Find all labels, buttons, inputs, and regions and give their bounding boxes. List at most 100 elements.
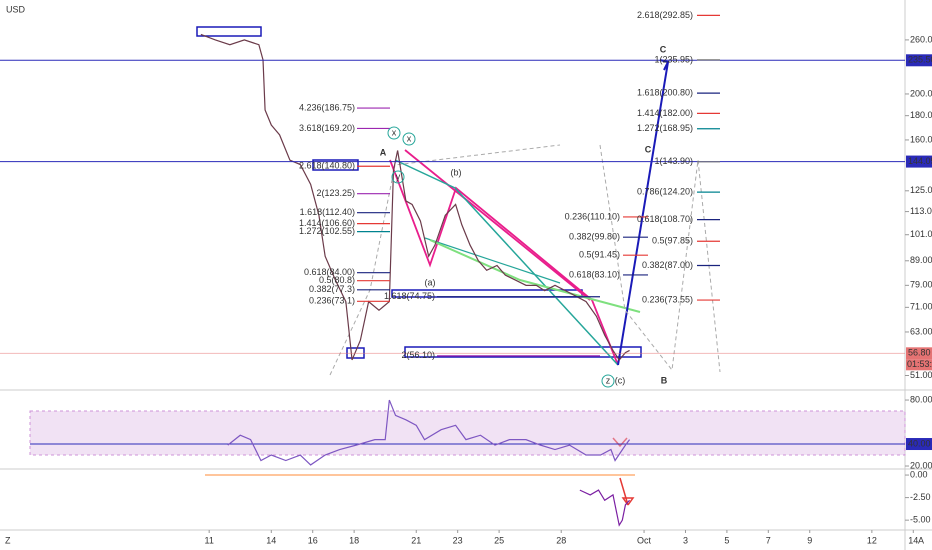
fib-label: 0.618(108.70) [637, 214, 693, 224]
guide [329, 144, 561, 376]
fib-label: 4.236(186.75) [299, 102, 355, 112]
fib-label: 3.618(169.20) [299, 123, 355, 133]
y-tick-label: 51.00 [910, 370, 932, 380]
price-badge-label: 144.05 [908, 156, 932, 166]
y-tick-label: 113.00 [910, 206, 932, 216]
currency-label: USD [6, 4, 26, 14]
box [196, 26, 262, 37]
wave-label: x [392, 127, 397, 137]
price-line [227, 399, 631, 466]
wave-circle [402, 132, 416, 146]
fib-label: 0.5(97.85) [652, 236, 693, 246]
price-badge [906, 54, 932, 67]
price-badge-label: 56.80 [908, 348, 931, 358]
countdown: 01:53:20 [907, 359, 932, 369]
trend-line [424, 237, 561, 284]
price-badge-label: 235.50 [908, 55, 932, 65]
fib-label: 1.618(112.40) [300, 207, 355, 217]
fib-label: 1.272(168.95) [637, 123, 693, 133]
fib-label: 2(123.25) [316, 188, 355, 198]
y-tick-label: 125.00 [910, 185, 932, 195]
x-tick-label: 21 [411, 535, 421, 545]
fib-label: 1(143.90) [654, 156, 693, 166]
fib-label: 0.236(73.55) [642, 294, 693, 304]
arrow [612, 437, 628, 448]
rsi-band [29, 410, 906, 456]
wave-label: x [407, 133, 412, 143]
price-line [579, 489, 631, 527]
x-tick-label: 7 [766, 535, 771, 545]
y-tick-label: 20.00 [910, 460, 932, 470]
wave-label: (b) [451, 167, 462, 177]
level-badge [906, 438, 932, 451]
fib-label: 2.618(140.80) [299, 161, 355, 171]
trend-line [429, 239, 641, 313]
y-tick-label: 89.00 [910, 255, 932, 265]
x-tick-label: 14 [266, 535, 276, 545]
fib-label: 0.5(80.8) [319, 275, 355, 285]
y-tick-label: 101.00 [910, 229, 932, 239]
x-tick-label: 12 [867, 535, 877, 545]
fib-label: 1.414(106.60) [299, 218, 355, 228]
y-tick-label: 79.00 [910, 280, 932, 290]
trend-line [394, 159, 619, 366]
y-tick-label: 80.00 [910, 394, 932, 404]
price-badge [906, 347, 932, 360]
price-badge [906, 155, 932, 168]
wave-label: (a) [425, 277, 436, 287]
x-tick-label: 9 [807, 535, 812, 545]
y-tick-label: 260.00 [910, 34, 932, 44]
fib-label: 2(56.10) [401, 350, 435, 360]
y-tick-label: 180.00 [910, 110, 932, 120]
fib-label: 0.382(87.00) [642, 260, 693, 270]
wave-circle [387, 126, 401, 140]
level-label: 40.00 [908, 438, 931, 448]
box [312, 159, 359, 171]
x-tick-label: 28 [556, 535, 566, 545]
drawings [196, 26, 721, 506]
x-tick-label: 5 [724, 535, 729, 545]
wave-circle [391, 170, 405, 184]
x-tick-label: 23 [453, 535, 463, 545]
wave-label: C [660, 44, 667, 54]
wave-label: y [396, 171, 401, 181]
wave-label: B [661, 375, 668, 385]
wave-label: (c) [615, 375, 626, 385]
fib-label: 0.618(83.10) [569, 269, 620, 279]
auto-icon: A [918, 535, 924, 545]
x-tick-label: 3 [683, 535, 688, 545]
fib-label: 0.5(91.45) [579, 250, 620, 260]
y-tick-label: -5.00 [910, 515, 931, 525]
y-tick-label: 63.00 [910, 326, 932, 336]
y-tick-label: 200.00 [910, 88, 932, 98]
x-tick-label: 16 [308, 535, 318, 545]
fib-label: 1.272(102.55) [299, 226, 355, 236]
x-tick-label: 14 [908, 535, 918, 545]
wave-label: C [645, 144, 652, 154]
y-tick-label: 160.00 [910, 134, 932, 144]
fib-label: 2.618(292.85) [637, 10, 693, 20]
fib-label: 1.618(200.80) [637, 88, 693, 98]
fib-label: 0.382(99.80) [569, 232, 620, 242]
fib-label: 0.236(73.1) [309, 296, 355, 306]
y-tick-label: -2.50 [910, 492, 931, 502]
y-tick-label: 71.00 [910, 302, 932, 312]
x-tick-label: 11 [204, 535, 213, 545]
price-line [200, 33, 630, 361]
fib-label: 0.618(84.00) [304, 267, 355, 277]
wave-label: A [380, 147, 387, 157]
trend-line [404, 149, 591, 301]
fib-label: 1.618(74.75) [384, 291, 435, 301]
box [404, 346, 642, 358]
x-tick-label: 18 [349, 535, 359, 545]
wave-circle [601, 374, 615, 388]
arrow [619, 477, 635, 506]
fib-label: 0.786(124.20) [637, 186, 693, 196]
fib-label: 0.382(77.3) [309, 284, 355, 294]
y-tick-label: 0.00 [910, 469, 928, 479]
guide [599, 144, 721, 373]
fib-label: 0.236(110.10) [565, 211, 620, 221]
fib-label: 1.414(182.00) [637, 108, 693, 118]
